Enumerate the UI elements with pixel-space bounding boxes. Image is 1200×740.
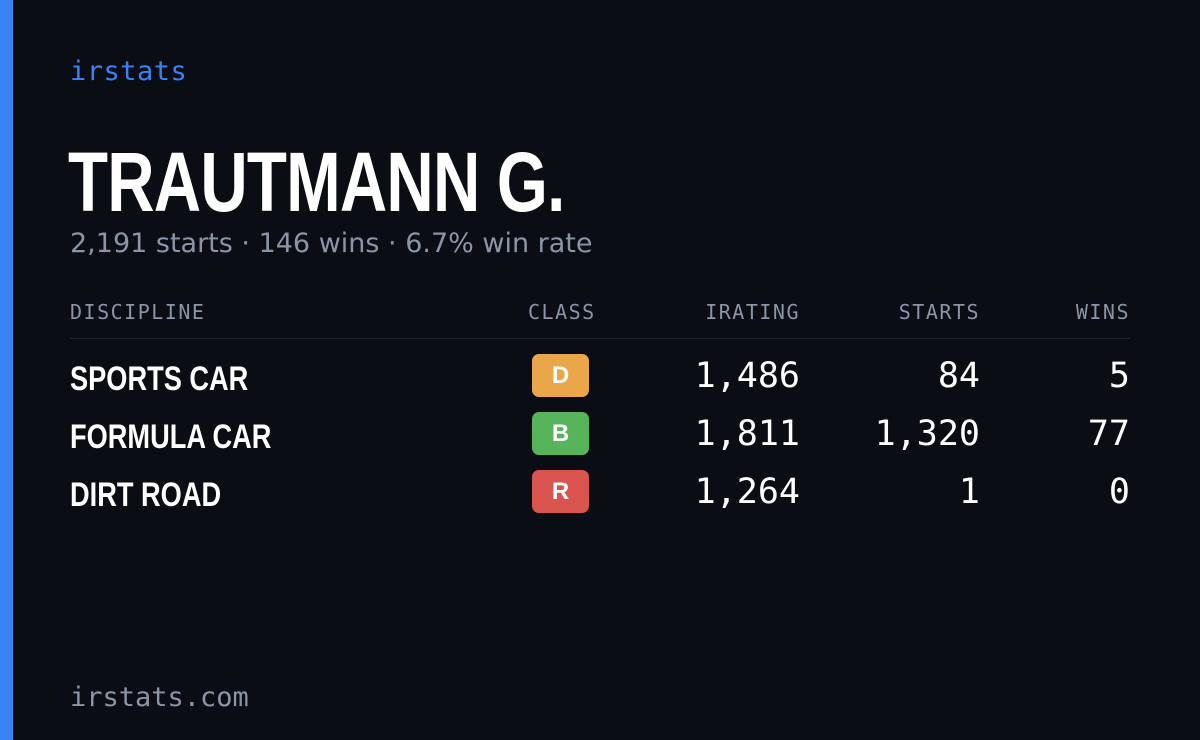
table-header: DISCIPLINE CLASS IRATING STARTS WINS — [70, 300, 1130, 339]
header-wins: WINS — [1075, 300, 1130, 324]
stats-table: DISCIPLINE CLASS IRATING STARTS WINS SPO… — [70, 300, 1130, 514]
wins-value: 5 — [1108, 356, 1130, 396]
header-class: CLASS — [528, 300, 596, 324]
starts-value: 84 — [937, 356, 980, 396]
class-badge: D — [532, 354, 589, 397]
wins-value: 77 — [1087, 414, 1130, 454]
table-row: DIRT ROAD R 1,264 1 0 — [70, 470, 1130, 528]
wins-value: 0 — [1108, 472, 1130, 512]
table-row: FORMULA CAR B 1,811 1,320 77 — [70, 412, 1130, 470]
header-starts: STARTS — [898, 300, 980, 324]
class-badge: R — [532, 470, 589, 513]
starts-value: 1 — [958, 472, 980, 512]
driver-summary: 2,191 starts · 146 wins · 6.7% win rate — [70, 228, 593, 259]
starts-value: 1,320 — [874, 414, 980, 454]
discipline-label: FORMULA CAR — [70, 418, 272, 456]
irating-value: 1,486 — [694, 356, 800, 396]
discipline-label: SPORTS CAR — [70, 360, 249, 398]
class-badge: B — [532, 412, 589, 455]
table-row: SPORTS CAR D 1,486 84 5 — [70, 354, 1130, 412]
brand-logo-text: irstats — [70, 56, 188, 87]
accent-bar — [0, 0, 13, 740]
irating-value: 1,264 — [694, 472, 800, 512]
footer-url: irstats.com — [70, 682, 249, 713]
header-discipline: DISCIPLINE — [70, 300, 206, 324]
irating-value: 1,811 — [694, 414, 800, 454]
header-irating: IRATING — [705, 300, 800, 324]
discipline-label: DIRT ROAD — [70, 476, 222, 514]
driver-name: TRAUTMANN G. — [68, 135, 565, 229]
